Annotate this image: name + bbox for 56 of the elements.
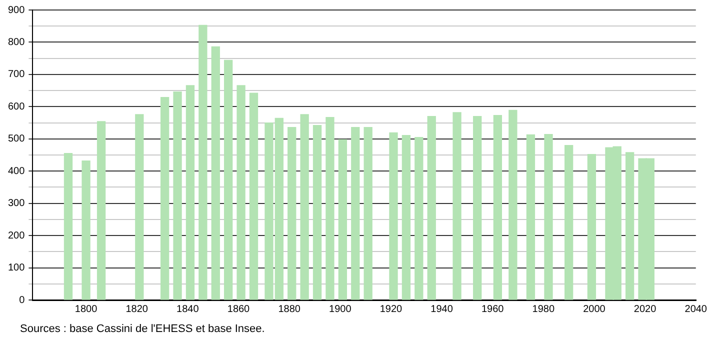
bar	[135, 114, 144, 300]
y-tick-label: 300	[8, 198, 26, 210]
x-tick-label: 1840	[176, 304, 200, 315]
bar	[389, 132, 398, 300]
bar	[160, 96, 170, 300]
bar	[427, 116, 436, 300]
bar	[587, 154, 596, 300]
x-tick-label: 1920	[380, 304, 403, 315]
bar	[452, 112, 462, 300]
bar	[96, 121, 106, 300]
bar	[312, 125, 322, 300]
bar	[473, 116, 482, 300]
bar	[351, 126, 360, 300]
bar	[544, 134, 553, 300]
source-note: Sources : base Cassini de l'EHESS et base Insee.	[20, 323, 265, 335]
bar	[173, 92, 182, 300]
bar	[249, 92, 258, 300]
x-tick-label: 2020	[634, 304, 657, 315]
bar	[493, 115, 502, 300]
bar	[414, 136, 424, 300]
bar	[326, 116, 334, 300]
y-tick-label: 0	[19, 294, 26, 306]
y-tick-label: 200	[8, 230, 26, 242]
bar	[564, 145, 574, 300]
bar	[338, 139, 348, 300]
y-tick-label: 800	[8, 36, 26, 48]
bar	[211, 46, 220, 300]
x-tick-label: 1960	[481, 304, 504, 315]
x-tick-label: 1860	[227, 304, 250, 315]
y-tick-label: 500	[8, 134, 26, 145]
y-tick-label: 100	[8, 262, 26, 274]
bar	[300, 114, 309, 300]
x-tick-label: 1820	[126, 304, 148, 315]
bar	[364, 126, 372, 300]
y-tick-label: 700	[8, 69, 26, 80]
bar	[198, 24, 208, 300]
bar	[625, 152, 634, 300]
y-tick-label: 900	[8, 4, 26, 16]
y-tick-label: 600	[8, 101, 26, 112]
bar	[508, 110, 518, 300]
bar	[236, 85, 246, 300]
bar	[526, 134, 536, 300]
x-tick-label: 1880	[278, 304, 301, 315]
bar	[186, 85, 195, 300]
bar	[288, 126, 296, 300]
x-tick-label: 1900	[329, 304, 352, 315]
x-tick-label: 1980	[532, 304, 555, 315]
bar	[82, 160, 90, 300]
x-tick-label: 2000	[583, 304, 606, 315]
bar	[224, 60, 233, 300]
y-tick-label: 400	[8, 166, 26, 177]
x-tick-label: 2040	[684, 304, 708, 315]
x-tick-label: 1800	[74, 304, 98, 315]
bar	[64, 153, 73, 300]
x-tick-label: 1940	[430, 304, 454, 315]
bar	[402, 135, 411, 300]
